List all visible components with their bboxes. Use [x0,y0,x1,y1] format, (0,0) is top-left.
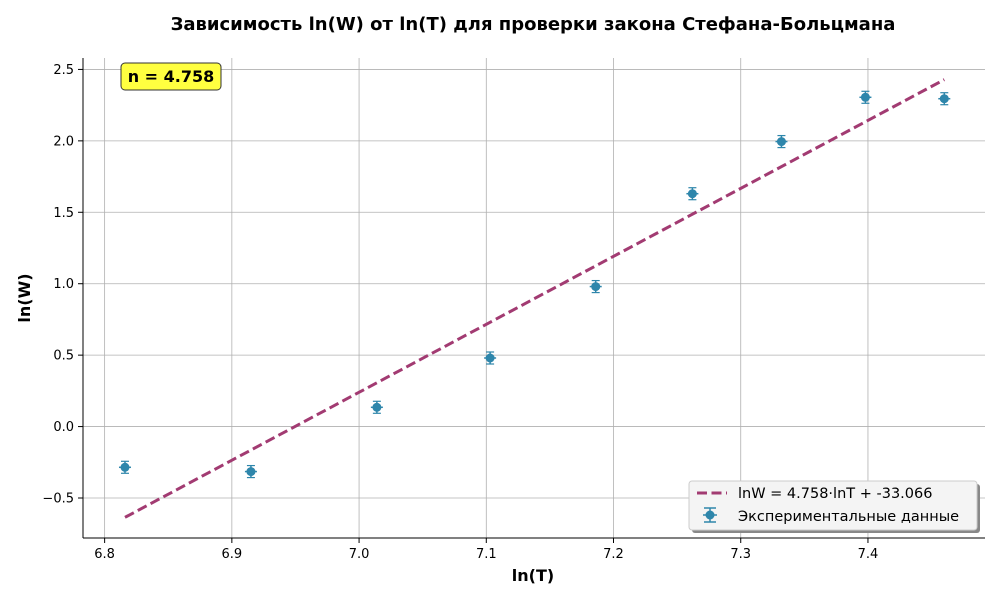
data-point [686,187,699,201]
legend-swatch-data-points [703,507,717,523]
data-point [859,90,872,104]
x-tick-label: 7.3 [730,547,751,562]
data-point-marker [776,137,786,147]
annotation-badge: n = 4.758 [120,62,222,91]
grid [83,58,985,538]
y-tick-label: 2.0 [53,134,74,149]
data-points-layer [118,90,951,479]
y-tick-label: 0.0 [53,420,74,435]
axes-spines [82,58,985,539]
data-point-marker [120,462,130,472]
data-point-marker [939,94,949,104]
data-point [244,464,257,479]
data-point-marker [860,92,870,102]
data-point-marker [485,353,495,363]
data-point [775,134,788,149]
legend-label-fit-line: lnW = 4.758·lnT + -33.066 [738,486,932,502]
x-tick-label: 6.9 [222,547,243,562]
y-tick-label: 0.5 [53,349,74,364]
x-tick-label: 7.4 [858,547,879,562]
data-point [589,279,602,294]
data-point [938,92,951,106]
annotation-badge-box [120,62,222,91]
x-tick-label: 7.0 [349,547,370,562]
data-point [484,351,497,365]
fit-line-layer [124,78,945,519]
data-point-marker [591,282,601,292]
data-point-marker [372,402,382,412]
x-tick-label: 7.2 [603,547,624,562]
data-point-marker [687,189,697,199]
y-tick-label: 1.0 [53,277,74,292]
y-tick-label: −0.5 [42,492,74,507]
y-axis-ticks: −0.5 0.0 0.5 1.0 1.5 2.0 2.5 [42,63,83,507]
y-tick-label: 2.5 [53,63,74,78]
x-axis-ticks: 6.8 6.9 7.0 7.1 7.2 7.3 7.4 [94,538,878,562]
annotation-text: n = 4.758 [128,67,215,86]
chart-title: Зависимость ln(W) от ln(T) для проверки … [171,14,896,35]
y-tick-label: 1.5 [53,206,74,221]
data-point [370,400,383,414]
fit-line [124,78,945,519]
legend-box [688,480,978,531]
x-axis-label: ln(T) [512,566,554,585]
x-tick-label: 7.1 [476,547,497,562]
x-tick-label: 6.8 [94,547,115,562]
legend-label-data-points: Экспериментальные данные [738,509,959,525]
y-axis-label: ln(W) [15,273,34,322]
legend: lnW = 4.758·lnT + -33.066 Эксперименталь… [688,480,980,533]
data-point [118,460,131,474]
data-point-marker [246,467,256,477]
